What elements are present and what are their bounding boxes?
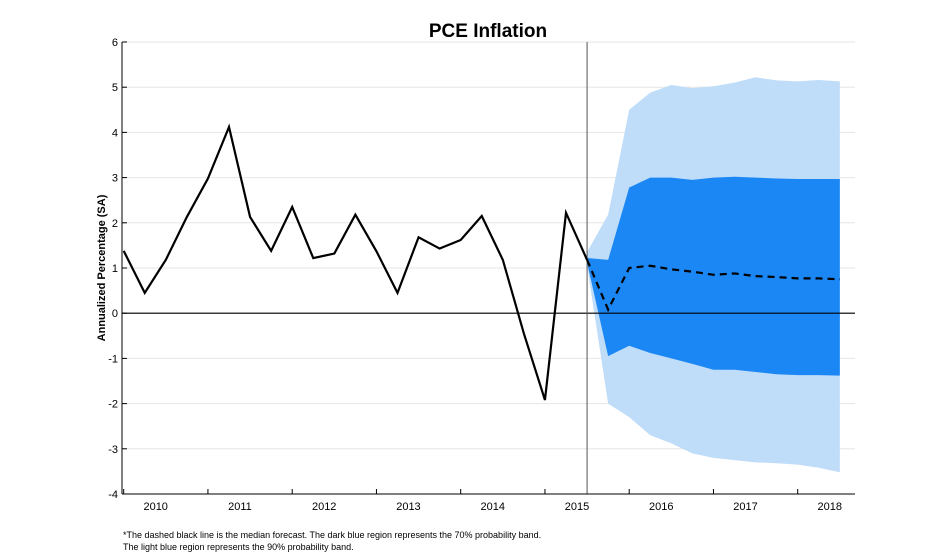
series-lines: [122, 123, 840, 401]
band-70-percent: [587, 176, 840, 376]
y-tick-label: 2: [112, 218, 118, 230]
x-tick-label: 2016: [649, 501, 673, 513]
historical-inflation-line: [122, 123, 589, 401]
x-tick-label: 2018: [817, 501, 841, 513]
y-tick-label: -1: [108, 353, 118, 365]
y-tick-label: -2: [108, 399, 118, 411]
x-tick-label: 2014: [480, 501, 504, 513]
y-tick-label: 5: [112, 82, 118, 94]
footnote-median: *The dashed black line is the median for…: [123, 530, 542, 540]
y-tick-label: 0: [112, 308, 118, 320]
y-tick-label: -4: [108, 489, 118, 501]
y-tick-label: -3: [108, 444, 118, 456]
chart-title: PCE Inflation: [429, 21, 547, 42]
median-forecast-line: [586, 259, 840, 313]
x-tick-label: 2012: [312, 501, 336, 513]
x-tick-label: 2017: [733, 501, 757, 513]
zero-line-group: [122, 42, 855, 494]
y-tick-label: 3: [112, 173, 118, 185]
y-tick-label: 6: [112, 37, 118, 49]
x-tick-label: 2010: [143, 501, 167, 513]
x-tick-label: 2015: [565, 501, 589, 513]
y-tick-label: 4: [112, 127, 118, 139]
x-tick-labels: 2010 2011 2012 2013 2014 2015 2016 2017 2018: [143, 501, 842, 513]
x-tick-label: 2011: [228, 501, 252, 513]
y-tick-label: 1: [112, 263, 118, 275]
y-axis-label: Annualized Percentage (SA): [96, 194, 108, 341]
x-tick-label: 2013: [396, 501, 420, 513]
footnote-light-band: The light blue region represents the 90%…: [123, 542, 354, 552]
axes: [121, 41, 855, 495]
y-tick-labels: -4 -3 -2 -1 0 1 2 3 4 5 6: [108, 37, 118, 501]
